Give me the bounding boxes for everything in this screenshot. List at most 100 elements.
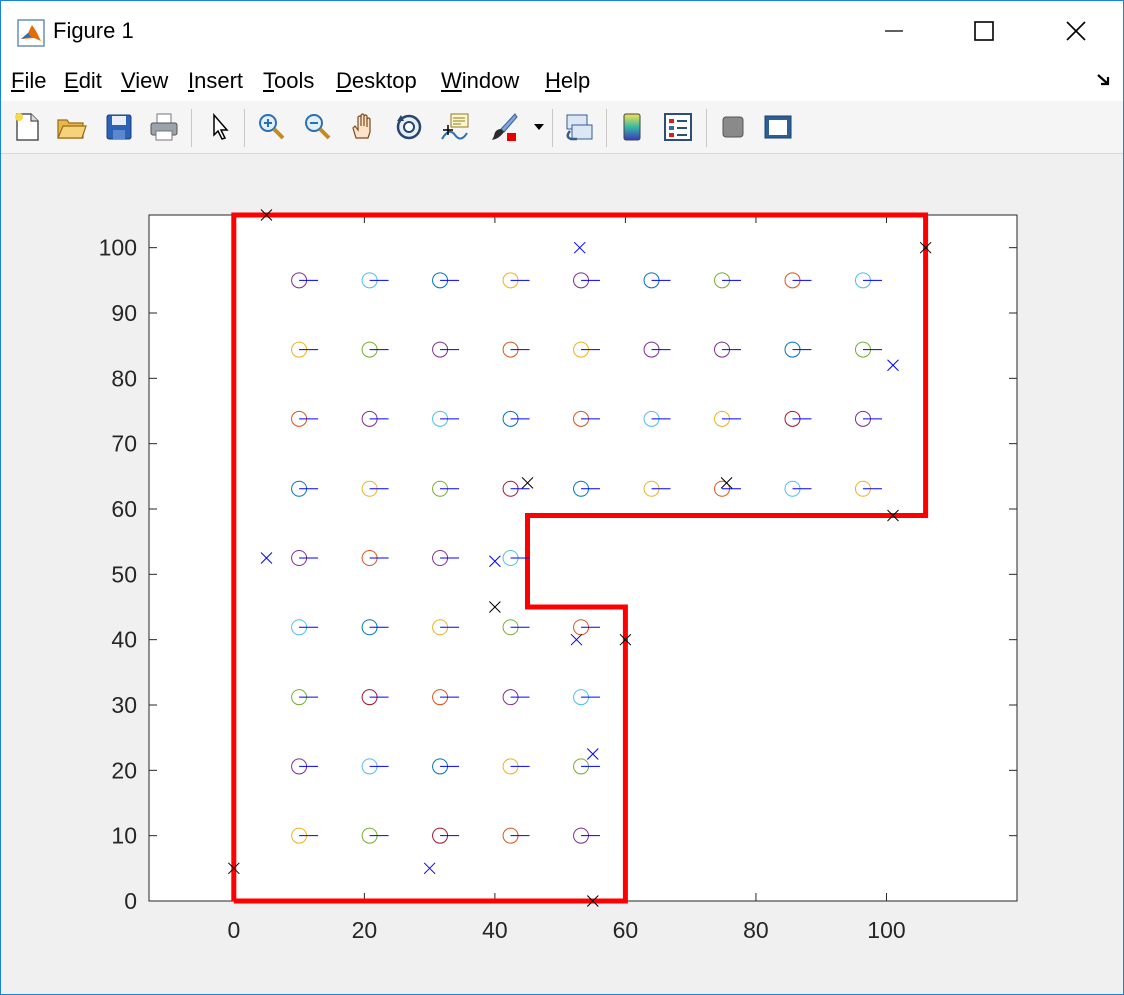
cross-marker: [573, 241, 586, 254]
figure-toolbar: [1, 101, 1123, 154]
data-cursor-button[interactable]: [437, 109, 473, 145]
circle-marker: [714, 480, 742, 497]
print-button[interactable]: [146, 109, 182, 145]
zoom-in-icon: [259, 114, 285, 140]
circle-marker: [502, 550, 530, 566]
zoom-in-button[interactable]: [253, 109, 289, 145]
y-tick-label: 30: [111, 692, 137, 718]
open-file-button[interactable]: [53, 109, 89, 145]
maximize-button[interactable]: [939, 1, 1029, 61]
link-plot-button[interactable]: [561, 109, 597, 145]
y-tick-label: 70: [111, 431, 137, 457]
circle-marker: [502, 619, 530, 636]
dock-figure-icon[interactable]: [1095, 71, 1113, 89]
circle-marker: [784, 480, 812, 497]
cross-marker: [521, 477, 534, 489]
circle-marker: [291, 480, 319, 497]
cross-marker: [586, 748, 599, 760]
colorbar-button[interactable]: [614, 109, 650, 145]
x-tick-label: 60: [613, 917, 639, 943]
cross-marker: [423, 862, 436, 875]
pan-button[interactable]: [345, 109, 381, 145]
cross-marker: [887, 359, 899, 372]
legend-icon: [664, 113, 692, 141]
circle-marker: [291, 341, 319, 358]
link-plot-icon: [566, 114, 593, 141]
circle-marker: [854, 410, 882, 427]
circle-marker: [361, 272, 389, 289]
circle-marker: [573, 827, 601, 844]
circle-marker: [502, 272, 530, 289]
circle-marker: [502, 758, 530, 775]
colorbar-icon: [623, 113, 641, 141]
brush-button[interactable]: [485, 109, 521, 145]
cross-marker: [260, 209, 273, 221]
data-cursor-icon: [441, 113, 469, 140]
plot-svg[interactable]: 0 20 40 60 80 100 0 10 20 30 40 50 60 70 80 90 100: [1, 154, 1123, 994]
circle-marker: [643, 480, 671, 497]
save-icon: [106, 114, 132, 140]
cross-marker: [586, 895, 599, 907]
menu-desktop[interactable]: Desktop: [336, 68, 417, 93]
circle-marker: [784, 341, 812, 358]
x-tick-label: 40: [482, 917, 508, 943]
menu-tools[interactable]: Tools: [263, 68, 315, 93]
close-button[interactable]: [1031, 1, 1121, 61]
toolbar-separator: [191, 109, 192, 147]
circle-marker: [573, 410, 601, 427]
menu-help[interactable]: Help: [545, 68, 591, 93]
new-figure-icon: [15, 113, 39, 141]
rotate-3d-button[interactable]: [391, 109, 427, 145]
zoom-out-icon: [305, 114, 331, 140]
pan-icon: [352, 113, 371, 139]
circle-marker: [291, 550, 319, 566]
pointer-button[interactable]: [201, 109, 237, 145]
circle-marker: [714, 410, 742, 427]
menu-file[interactable]: File: [11, 68, 47, 93]
axes-box[interactable]: [148, 214, 1018, 902]
circle-marker: [784, 410, 812, 427]
brush-dropdown-button[interactable]: [529, 109, 549, 145]
circle-marker: [854, 480, 882, 497]
y-tick-label: 100: [99, 235, 137, 261]
circle-marker: [432, 550, 460, 566]
circle-marker: [361, 550, 389, 566]
hide-plot-tools-icon: [722, 116, 744, 138]
circle-marker: [361, 480, 389, 497]
y-tick-label: 20: [111, 757, 137, 783]
minimize-button[interactable]: [849, 1, 939, 61]
circle-marker: [854, 341, 882, 358]
axes-ticks: 0 20 40 60 80 100 0 10 20 30 40 50 60 70 80 90 100: [99, 215, 1017, 943]
cross-marker: [227, 862, 240, 875]
toolbar-separator: [706, 109, 707, 147]
circle-marker: [432, 827, 460, 844]
cross-marker: [489, 601, 501, 613]
toolbar-separator: [552, 109, 553, 147]
circle-marker: [784, 272, 812, 289]
menu-window[interactable]: Window: [441, 68, 520, 93]
circle-marker: [502, 827, 530, 844]
circle-marker: [573, 689, 601, 706]
circle-marker: [361, 341, 389, 358]
new-figure-button[interactable]: [9, 109, 45, 145]
menu-edit[interactable]: Edit: [64, 68, 102, 93]
circle-marker: [714, 272, 742, 289]
menu-view[interactable]: View: [121, 68, 169, 93]
circle-marker: [573, 341, 601, 358]
hide-plot-tools-button[interactable]: [715, 109, 751, 145]
circle-marker: [361, 827, 389, 844]
circle-marker: [361, 619, 389, 636]
y-tick-label: 0: [124, 888, 137, 914]
cross-marker: [619, 633, 632, 646]
y-tick-label: 50: [111, 561, 137, 587]
menu-insert[interactable]: Insert: [188, 68, 244, 93]
zoom-out-button[interactable]: [299, 109, 335, 145]
circle-marker: [291, 410, 319, 427]
show-plot-tools-button[interactable]: [760, 109, 796, 145]
legend-button[interactable]: [660, 109, 696, 145]
save-button[interactable]: [101, 109, 137, 145]
boundary-line: [231, 212, 929, 904]
cross-marker: [887, 509, 899, 522]
brush-dropdown-icon: [534, 124, 544, 130]
circle-marker: [643, 272, 671, 289]
